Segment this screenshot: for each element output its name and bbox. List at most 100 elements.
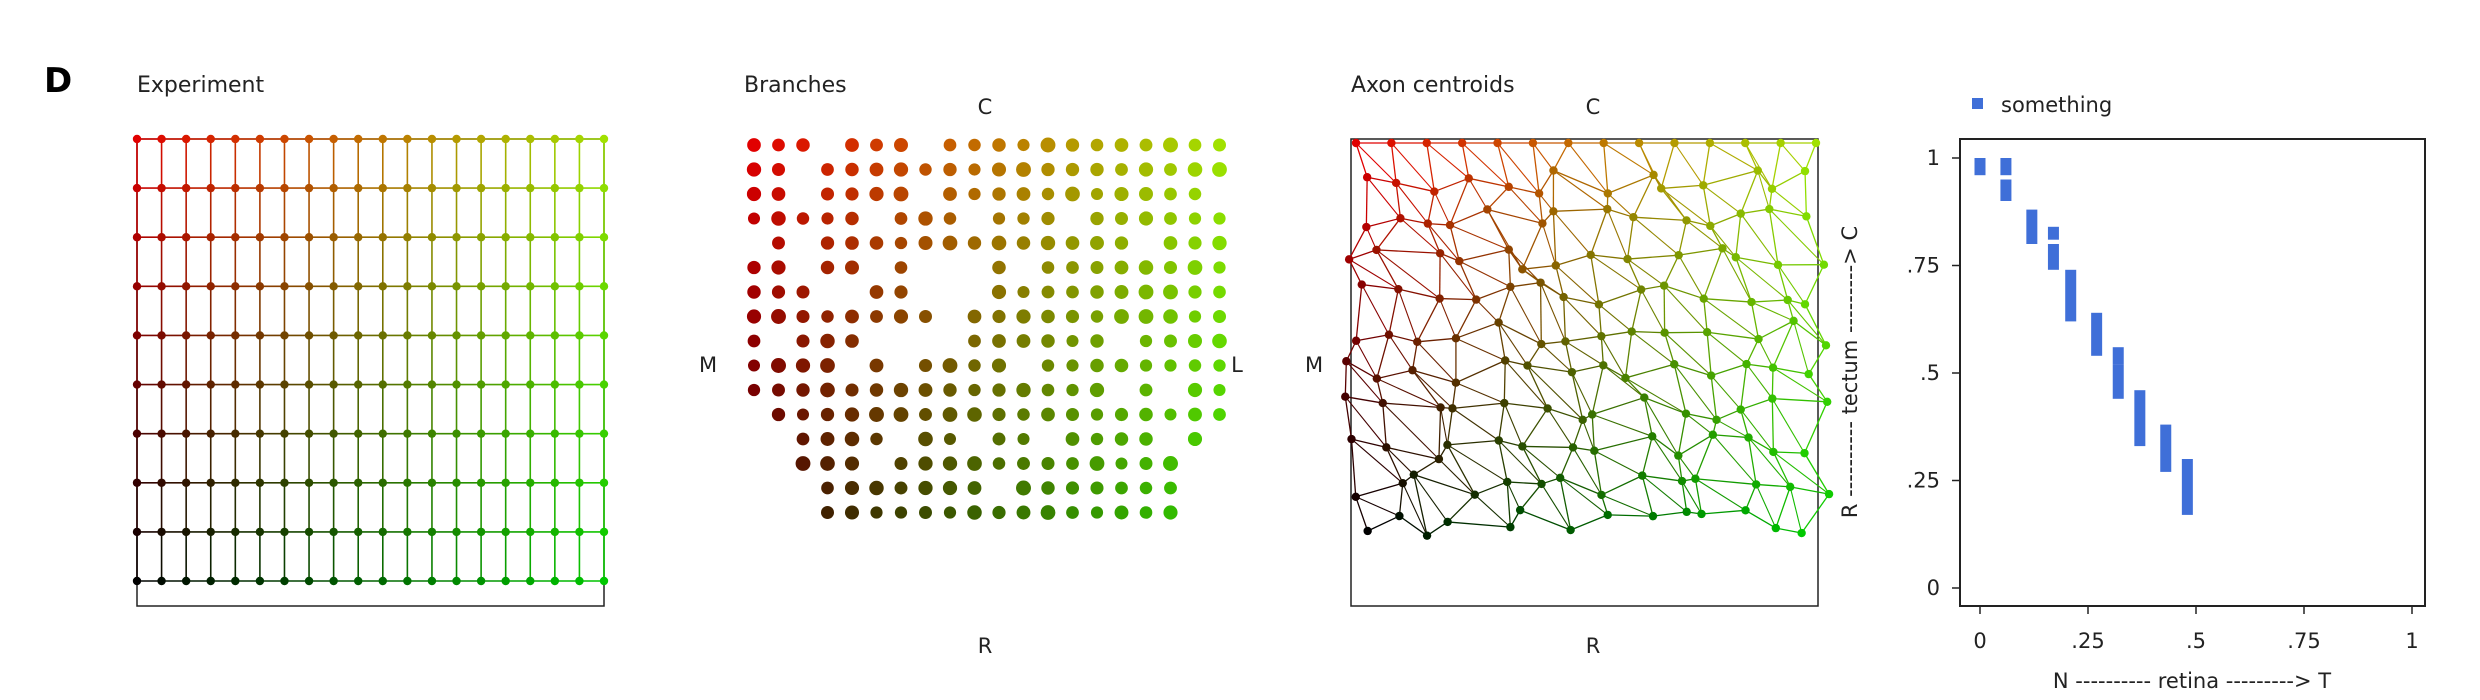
centroid-node — [1543, 404, 1552, 413]
branch-dot — [943, 432, 957, 446]
centroid-node — [1448, 404, 1457, 413]
grid-node — [476, 282, 486, 291]
branch-dot — [992, 407, 1006, 422]
branch-dot — [795, 358, 811, 373]
centroid-node — [1518, 442, 1527, 451]
branch-dot — [1016, 382, 1031, 398]
mesh-edge — [1603, 142, 1654, 176]
mesh-edge — [1710, 375, 1742, 410]
centroid-node — [1504, 245, 1513, 254]
mesh-edge — [1594, 435, 1653, 452]
branch-dot — [820, 407, 835, 422]
centroid-node — [1769, 447, 1778, 457]
branch-dot — [796, 334, 810, 348]
mesh-edge — [1348, 226, 1367, 260]
mesh-edge — [1504, 360, 1548, 409]
centroid-node — [1768, 363, 1778, 372]
grid-node — [157, 233, 166, 242]
branch-dot — [1065, 309, 1080, 324]
grid-node — [476, 429, 486, 438]
mesh-edge — [1567, 142, 1609, 194]
centroid-node — [1500, 398, 1509, 408]
grid-node — [575, 576, 584, 586]
mesh-edge — [1607, 208, 1634, 218]
branch-dot — [1115, 481, 1128, 495]
grid-node — [280, 576, 289, 586]
centroid-node — [1372, 245, 1381, 255]
grid-node — [550, 183, 560, 193]
branch-dot — [992, 432, 1006, 446]
grid-node — [599, 183, 609, 193]
branch-dot — [968, 163, 981, 176]
grid-node — [157, 527, 166, 537]
mesh-edge — [1652, 511, 1687, 517]
centroid-node — [1564, 138, 1573, 148]
branch-dot — [796, 309, 810, 324]
grid-node — [501, 183, 510, 193]
mesh-edge — [1748, 437, 1774, 453]
mesh-edge — [1559, 477, 1602, 496]
branch-dot — [942, 480, 958, 496]
branch-dot — [893, 186, 909, 202]
grid-node — [132, 183, 142, 193]
mesh-edge — [1459, 260, 1511, 288]
branch-dot — [1090, 506, 1104, 519]
mesh-edge — [1771, 142, 1782, 189]
mesh-edge — [1712, 434, 1757, 485]
data-point — [2000, 179, 2012, 201]
branch-dot — [1041, 456, 1055, 471]
mesh-edge — [1367, 176, 1397, 184]
mesh-edge — [1758, 338, 1774, 368]
mesh-edge — [1757, 170, 1770, 210]
mesh-edge — [1571, 364, 1604, 373]
branch-dot — [1163, 284, 1178, 300]
branch-dot — [1164, 408, 1177, 421]
branches-top-label: C — [978, 95, 993, 119]
grid-node — [206, 233, 215, 242]
mesh-edge — [1590, 208, 1608, 256]
mesh-edge — [1521, 223, 1544, 270]
mesh-edge — [1439, 297, 1477, 301]
mesh-edge — [1388, 289, 1399, 335]
mesh-edge — [1790, 486, 1830, 495]
branch-dot — [1040, 235, 1056, 251]
mesh-edge — [1449, 224, 1509, 251]
grid-node — [255, 576, 265, 586]
branch-dot — [894, 285, 908, 299]
grid-node — [280, 380, 289, 389]
mesh-edge — [1591, 365, 1604, 415]
branch-dot — [1164, 359, 1177, 372]
grid-node — [452, 429, 461, 438]
mesh-edge — [1474, 481, 1508, 496]
branch-dot — [1017, 285, 1030, 299]
grid-node — [231, 478, 240, 487]
mesh-edge — [1678, 254, 1705, 299]
branch-dot — [796, 285, 810, 299]
grid-node — [329, 380, 338, 389]
branch-dot — [1163, 236, 1178, 250]
centroids-left-label: M — [1305, 353, 1323, 377]
centroid-node — [1378, 398, 1387, 408]
grid-node — [501, 380, 510, 389]
branch-dot — [919, 163, 932, 176]
branch-dot — [1139, 334, 1153, 348]
branch-dot — [1139, 407, 1153, 422]
mesh-edge — [1440, 407, 1448, 445]
mesh-edge — [1532, 142, 1554, 171]
mesh-edge — [1487, 208, 1543, 225]
y-tick-label: .75 — [1907, 254, 1940, 278]
centroid-node — [1398, 478, 1407, 488]
mesh-edge — [1399, 515, 1428, 537]
branch-dot — [1188, 187, 1202, 201]
branch-dot — [747, 359, 761, 372]
mesh-edge — [1498, 322, 1528, 366]
grid-node — [181, 478, 191, 487]
mesh-edge — [1366, 176, 1401, 219]
mesh-edge — [1438, 407, 1442, 460]
mesh-edge — [1702, 142, 1711, 186]
grid-node — [132, 282, 142, 291]
mesh-edge — [1600, 335, 1626, 379]
mesh-edge — [1527, 365, 1584, 421]
grid-node — [378, 478, 387, 487]
mesh-edge — [1446, 408, 1454, 445]
